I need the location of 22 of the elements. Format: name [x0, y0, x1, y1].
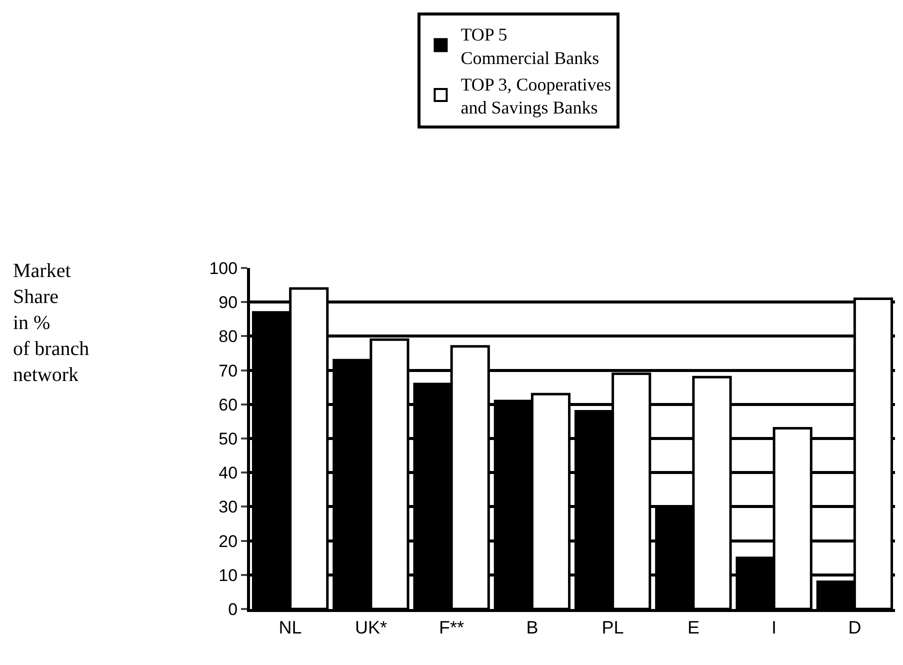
legend-label: TOP 3, Cooperatives and Savings Banks — [460, 74, 612, 118]
x-tick-label: B — [526, 618, 538, 638]
x-tick-label: PL — [602, 618, 624, 638]
y-tick-label: 60 — [218, 395, 238, 414]
x-tick-label: UK* — [354, 618, 387, 638]
y-tick-label: 50 — [218, 429, 238, 448]
x-tick-label: NL — [278, 618, 302, 638]
y-tick-label: 30 — [218, 498, 238, 517]
y-tick-label: 0 — [228, 600, 238, 619]
text: Market Share in % of branch network — [13, 260, 90, 386]
legend-label: TOP 5 Commercial Banks — [460, 24, 600, 68]
y-tick-label: 10 — [218, 566, 238, 585]
x-tick-label: E — [687, 618, 700, 638]
y-tick-label: 80 — [218, 327, 238, 346]
y-tick-label: 20 — [218, 532, 238, 551]
x-tick-label: I — [772, 618, 777, 638]
x-tick-label: D — [848, 618, 862, 638]
x-tick-label: F** — [439, 618, 464, 638]
y-tick-label: 100 — [209, 258, 238, 278]
y-tick-label: 70 — [218, 361, 238, 380]
y-tick-label: 40 — [218, 464, 238, 483]
y-tick-label: 90 — [218, 293, 238, 312]
